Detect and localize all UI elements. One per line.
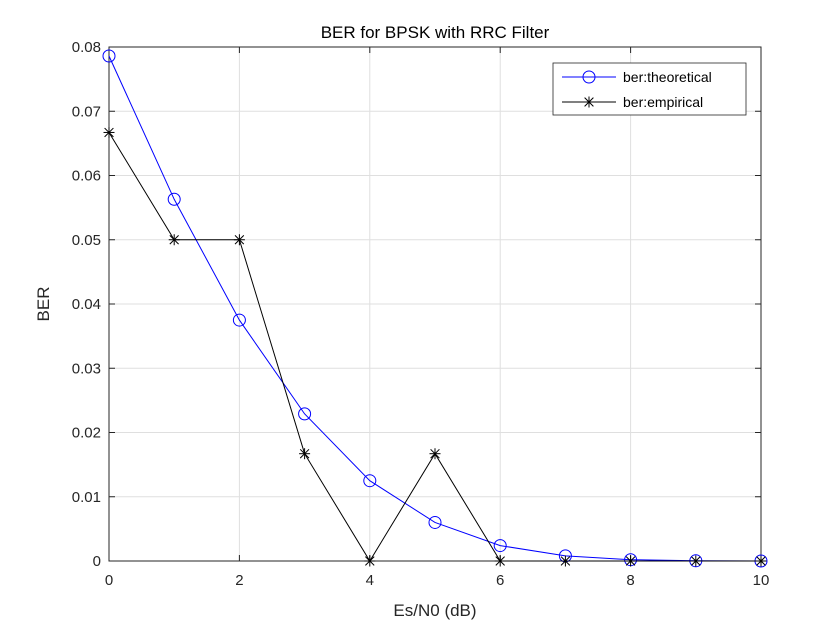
legend-marker-theoretical — [582, 70, 596, 84]
data-point — [364, 555, 376, 567]
legend-label-theoretical: ber:theoretical — [623, 69, 712, 85]
y-tick-label: 0.05 — [72, 232, 101, 249]
legend-marker-empirical — [583, 96, 595, 108]
data-point — [363, 474, 377, 488]
data-point — [168, 234, 180, 246]
data-point — [232, 313, 246, 327]
data-point — [625, 555, 637, 567]
y-tick-label: 0 — [93, 553, 101, 570]
y-axis-ticks: 0 0.01 0.02 0.03 0.04 0.05 0.06 0.07 0.08 — [72, 39, 761, 570]
data-point — [103, 126, 115, 138]
legend: ber:theoretical ber:empirical — [552, 62, 747, 116]
x-tick-label: 0 — [105, 572, 113, 589]
data-point — [429, 448, 441, 460]
y-tick-label: 0.03 — [72, 360, 101, 377]
data-point — [102, 49, 116, 63]
data-point — [298, 407, 312, 421]
series-line — [108, 55, 762, 562]
y-axis-label: BER — [34, 287, 53, 322]
data-point — [690, 555, 702, 567]
x-tick-label: 8 — [626, 572, 634, 589]
legend-label-empirical: ber:empirical — [623, 94, 703, 110]
data-point — [167, 192, 181, 206]
data-point — [233, 234, 245, 246]
data-point — [755, 555, 767, 567]
y-tick-label: 0.02 — [72, 425, 101, 442]
x-axis-label: Es/N0 (dB) — [393, 601, 476, 620]
x-tick-label: 10 — [753, 572, 770, 589]
y-tick-label: 0.08 — [72, 39, 101, 56]
y-tick-label: 0.01 — [72, 489, 101, 506]
legend-asterisk-glyph — [583, 96, 595, 108]
x-tick-label: 4 — [366, 572, 374, 589]
series-layer — [102, 49, 768, 568]
x-tick-label: 2 — [235, 572, 243, 589]
data-point — [428, 515, 442, 529]
data-point — [299, 448, 311, 460]
y-tick-label: 0.06 — [72, 168, 101, 185]
x-tick-label: 6 — [496, 572, 504, 589]
y-tick-label: 0.04 — [72, 296, 101, 313]
data-point — [493, 539, 507, 553]
chart-title: BER for BPSK with RRC Filter — [321, 23, 550, 42]
y-tick-label: 0.07 — [72, 103, 101, 120]
data-point — [494, 555, 506, 567]
series-ber-empirical — [103, 126, 767, 567]
data-point — [559, 555, 571, 567]
